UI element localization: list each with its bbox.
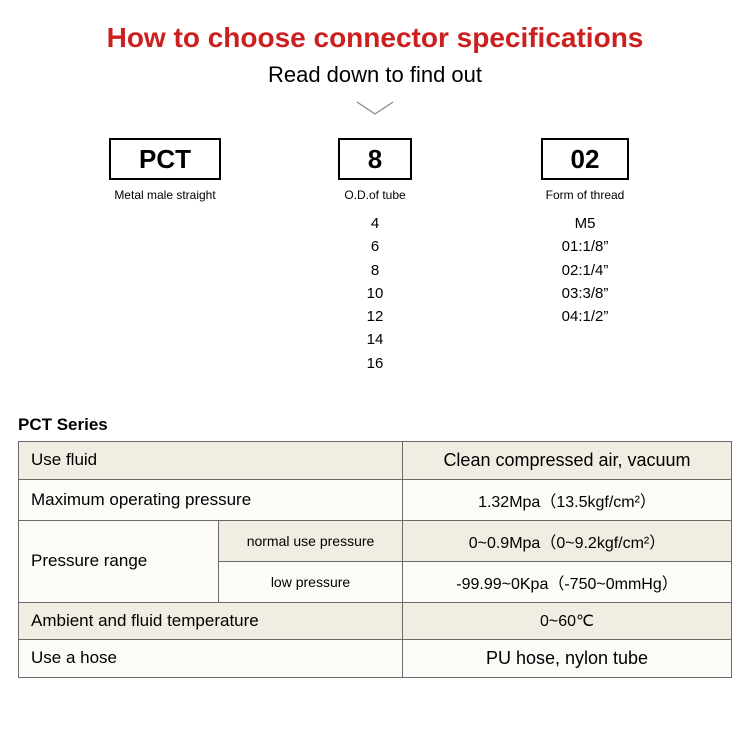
page-subtitle: Read down to find out <box>0 62 750 88</box>
spec-label: Maximum operating pressure <box>19 479 403 520</box>
spec-value: Clean compressed air, vacuum <box>403 441 732 479</box>
code-options: M501:1/8”02:1/4”03:3/8”04:1/2” <box>515 212 655 328</box>
code-option: 6 <box>305 235 445 258</box>
spec-value: 0~0.9Mpa（0~9.2kgf/cm²） <box>403 520 732 561</box>
spec-label: Ambient and fluid temperature <box>19 602 403 639</box>
code-caption: Form of thread <box>515 188 655 202</box>
spec-table: Use fluidClean compressed air, vacuumMax… <box>18 441 732 678</box>
spec-sublabel: normal use pressure <box>219 520 403 561</box>
spec-value: 1.32Mpa（13.5kgf/cm²） <box>403 479 732 520</box>
code-column: PCT Metal male straight <box>95 138 235 375</box>
code-option: 16 <box>305 352 445 375</box>
spec-sublabel: low pressure <box>219 561 403 602</box>
code-box: 02 <box>541 138 630 180</box>
code-box: PCT <box>109 138 221 180</box>
code-option: 8 <box>305 259 445 282</box>
code-caption: O.D.of tube <box>305 188 445 202</box>
spec-label: Pressure range <box>19 520 219 602</box>
spec-value: PU hose, nylon tube <box>403 639 732 677</box>
code-options: 46810121416 <box>305 212 445 375</box>
code-option: 10 <box>305 282 445 305</box>
table-row: Pressure rangenormal use pressure0~0.9Mp… <box>19 520 732 561</box>
spec-label: Use a hose <box>19 639 403 677</box>
table-row: Ambient and fluid temperature0~60℃ <box>19 602 732 639</box>
table-row: Use a hosePU hose, nylon tube <box>19 639 732 677</box>
code-caption: Metal male straight <box>95 188 235 202</box>
series-label: PCT Series <box>18 415 750 435</box>
code-columns: PCTMetal male straight8O.D.of tube468101… <box>0 138 750 375</box>
code-option: 03:3/8” <box>515 282 655 305</box>
header: How to choose connector specifications R… <box>0 0 750 120</box>
spec-label: Use fluid <box>19 441 403 479</box>
code-option: 4 <box>305 212 445 235</box>
code-option: 12 <box>305 305 445 328</box>
spec-value: -99.99~0Kpa（-750~0mmHg） <box>403 561 732 602</box>
code-box: 8 <box>338 138 412 180</box>
code-option: 04:1/2” <box>515 305 655 328</box>
chevron-down-icon <box>355 100 395 120</box>
code-column: 02 Form of thread M501:1/8”02:1/4”03:3/8”0… <box>515 138 655 375</box>
page-title: How to choose connector specifications <box>0 22 750 54</box>
spec-value: 0~60℃ <box>403 602 732 639</box>
code-option: M5 <box>515 212 655 235</box>
table-row: Maximum operating pressure1.32Mpa（13.5kg… <box>19 479 732 520</box>
table-row: Use fluidClean compressed air, vacuum <box>19 441 732 479</box>
code-option: 01:1/8” <box>515 235 655 258</box>
code-option: 02:1/4” <box>515 259 655 282</box>
code-column: 8O.D.of tube46810121416 <box>305 138 445 375</box>
code-option: 14 <box>305 328 445 351</box>
